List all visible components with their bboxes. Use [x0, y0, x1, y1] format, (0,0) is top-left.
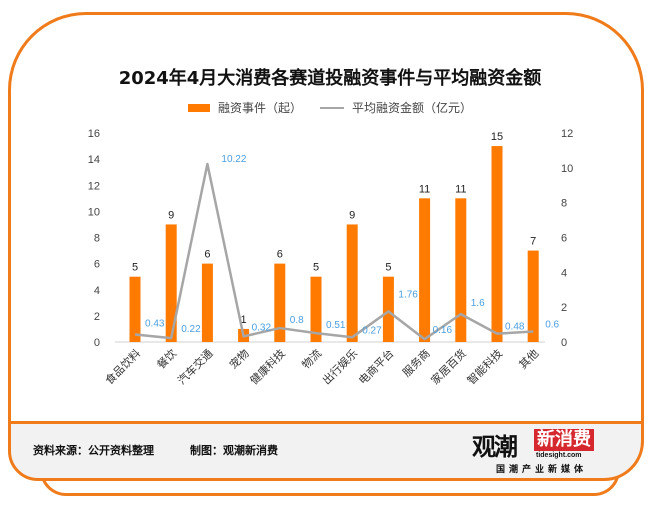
category-label: 物流 [299, 346, 324, 371]
right-axis-tick: 4 [561, 267, 567, 279]
line-value-label: 0.43 [145, 319, 165, 330]
source-text: 资料来源：公开资料整理 [33, 444, 154, 457]
right-axis-tick: 0 [561, 337, 567, 349]
line-value-label: 0.32 [252, 322, 272, 333]
bar-value-label: 6 [204, 249, 210, 261]
right-axis-tick: 2 [561, 302, 567, 314]
line-value-label: 10.22 [221, 154, 246, 165]
bar-value-label: 11 [455, 183, 466, 195]
bar [346, 224, 358, 342]
left-axis-tick: 8 [94, 233, 100, 245]
bar-value-label: 5 [313, 262, 319, 274]
bar [310, 276, 322, 342]
logo-main: 观潮 [472, 433, 518, 461]
category-label: 电商平台 [356, 346, 397, 387]
left-axis-tick: 2 [94, 311, 100, 323]
legend-line-swatch [320, 106, 344, 109]
line-value-label: 0.8 [290, 315, 304, 326]
bar-value-label: 1 [241, 314, 247, 326]
right-axis-tick: 10 [561, 163, 573, 175]
chart-frame [8, 12, 644, 424]
left-axis-tick: 4 [94, 285, 100, 297]
left-axis-tick: 10 [88, 206, 100, 218]
line-value-label: 1.6 [471, 298, 485, 309]
logo-url: tidesight.com [536, 452, 582, 459]
category-label: 服务商 [399, 346, 432, 379]
bar-value-label: 5 [132, 262, 138, 274]
bar-value-label: 6 [277, 249, 283, 261]
bar [129, 276, 141, 342]
left-axis-tick: 14 [88, 154, 100, 166]
legend-bar-label: 融资事件（起） [217, 101, 302, 115]
logo-tagline: 国潮产业新媒体 [496, 465, 588, 475]
bar [419, 198, 431, 342]
chart-plot: 0 2 4 6 8 10 12 14 16 0 2 4 6 8 10 12 5 食品饮料 9 餐饮 6 汽车交通 1 宠物 6 健… [88, 128, 574, 387]
legend-bar-swatch [187, 103, 210, 112]
right-axis-tick: 6 [561, 233, 567, 245]
bar-value-label: 11 [419, 183, 430, 195]
category-label: 智能科技 [464, 346, 505, 387]
logo-accent: 新消费 [534, 429, 594, 451]
maker-text: 制图：观潮新消费 [190, 444, 278, 457]
line-value-label: 0.16 [433, 325, 453, 336]
chart-title: 2024年4月大消费各赛道投融资事件与平均融资金额 [118, 68, 542, 89]
line-value-label: 0.48 [505, 322, 525, 333]
brand-logo: 观潮 新消费 tidesight.com 国潮产业新媒体 [472, 427, 622, 477]
line-value-label: 0.27 [362, 325, 382, 336]
left-axis-tick: 6 [94, 259, 100, 271]
category-label: 其他 [517, 347, 542, 372]
bar [165, 224, 177, 342]
bar-value-label: 9 [168, 209, 174, 221]
bar [201, 263, 213, 342]
line-value-label: 0.22 [181, 324, 201, 335]
category-label: 宠物 [226, 346, 251, 371]
category-label: 家居百货 [428, 346, 469, 387]
line-value-label: 0.6 [545, 320, 559, 331]
legend-line-label: 平均融资金额（亿元） [352, 101, 473, 115]
left-axis-tick: 0 [94, 337, 100, 349]
category-label: 食品饮料 [102, 346, 143, 387]
left-axis-tick: 16 [88, 128, 100, 140]
right-axis-tick: 12 [561, 128, 573, 140]
bar [491, 146, 503, 342]
right-axis-tick: 8 [561, 198, 567, 210]
left-axis-tick: 12 [88, 180, 100, 192]
bar [455, 198, 467, 342]
category-label: 餐饮 [154, 346, 179, 371]
chart-legend: 融资事件（起） 平均融资金额（亿元） [0, 99, 660, 116]
bar [382, 276, 394, 342]
avg-amount-line [134, 162, 534, 341]
line-value-label: 0.51 [326, 320, 346, 331]
category-label: 汽车交通 [175, 346, 216, 387]
bar-value-label: 9 [349, 209, 355, 221]
bar-value-label: 5 [385, 262, 391, 274]
bar-value-label: 15 [491, 131, 503, 143]
bar [527, 250, 539, 342]
bar-value-label: 7 [530, 236, 536, 248]
category-label: 出行娱乐 [319, 346, 360, 387]
bar [274, 263, 286, 342]
line-value-label: 1.76 [398, 289, 418, 300]
category-label: 健康科技 [247, 346, 288, 387]
